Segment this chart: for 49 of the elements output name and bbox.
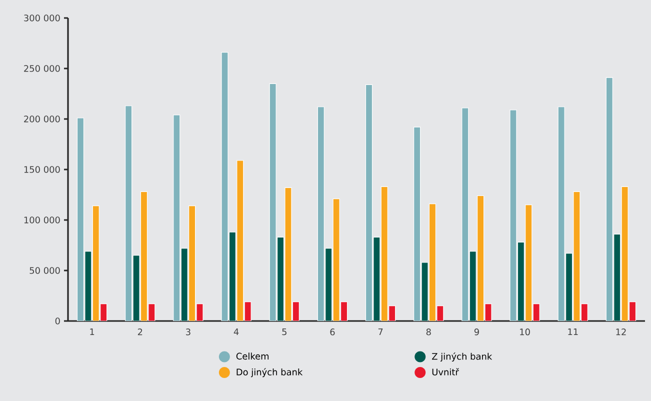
bar	[180, 248, 188, 321]
x-tick-label: 1	[90, 328, 94, 336]
bar	[414, 126, 421, 321]
x-tick-label: 8	[426, 328, 431, 336]
bar	[565, 253, 573, 321]
bar	[606, 77, 613, 321]
y-tick-label: 50 000	[30, 267, 60, 274]
x-tick-label: 12	[616, 328, 626, 336]
y-tick-label: 200 000	[24, 116, 60, 122]
x-tick-label: 9	[474, 328, 479, 336]
bar	[469, 251, 476, 321]
x-tick-label: 7	[378, 328, 383, 336]
x-tick-label: 2	[138, 328, 142, 336]
legend-label: Do jiných bank	[236, 368, 303, 378]
legend-label: Celkem	[236, 352, 269, 360]
y-tick-label: 250 000	[24, 65, 60, 72]
y-tick-label: 100 000	[24, 216, 60, 224]
y-tick-label: 300 000	[24, 14, 60, 22]
bar	[558, 106, 565, 321]
bar	[365, 84, 373, 321]
y-tick-label: 150 000	[24, 166, 60, 173]
bar	[125, 106, 132, 321]
bar	[173, 114, 180, 321]
bar	[76, 118, 84, 321]
bar	[525, 204, 532, 321]
bar	[477, 195, 484, 321]
bar	[236, 160, 244, 321]
bar	[380, 186, 388, 321]
bar	[614, 234, 621, 321]
bar	[428, 204, 436, 321]
bar	[269, 83, 276, 321]
x-tick-label: 6	[330, 328, 335, 336]
x-tick-label: 10	[520, 328, 530, 336]
x-tick-label: 3	[186, 328, 190, 336]
legend-label: Z jiných bank	[432, 352, 492, 362]
bar	[517, 242, 524, 321]
x-tick-label: 4	[234, 328, 239, 336]
x-tick-label: 11	[568, 328, 578, 336]
bar	[140, 191, 148, 321]
legend-label: Uvnitř	[432, 368, 459, 376]
y-tick-label: 0	[55, 318, 60, 324]
bar	[276, 236, 284, 321]
bar	[228, 232, 236, 321]
x-tick-label: 5	[282, 328, 286, 336]
bar	[462, 108, 469, 321]
bar	[325, 248, 332, 321]
bar	[188, 206, 196, 321]
bar	[317, 106, 324, 321]
bar	[92, 206, 100, 321]
